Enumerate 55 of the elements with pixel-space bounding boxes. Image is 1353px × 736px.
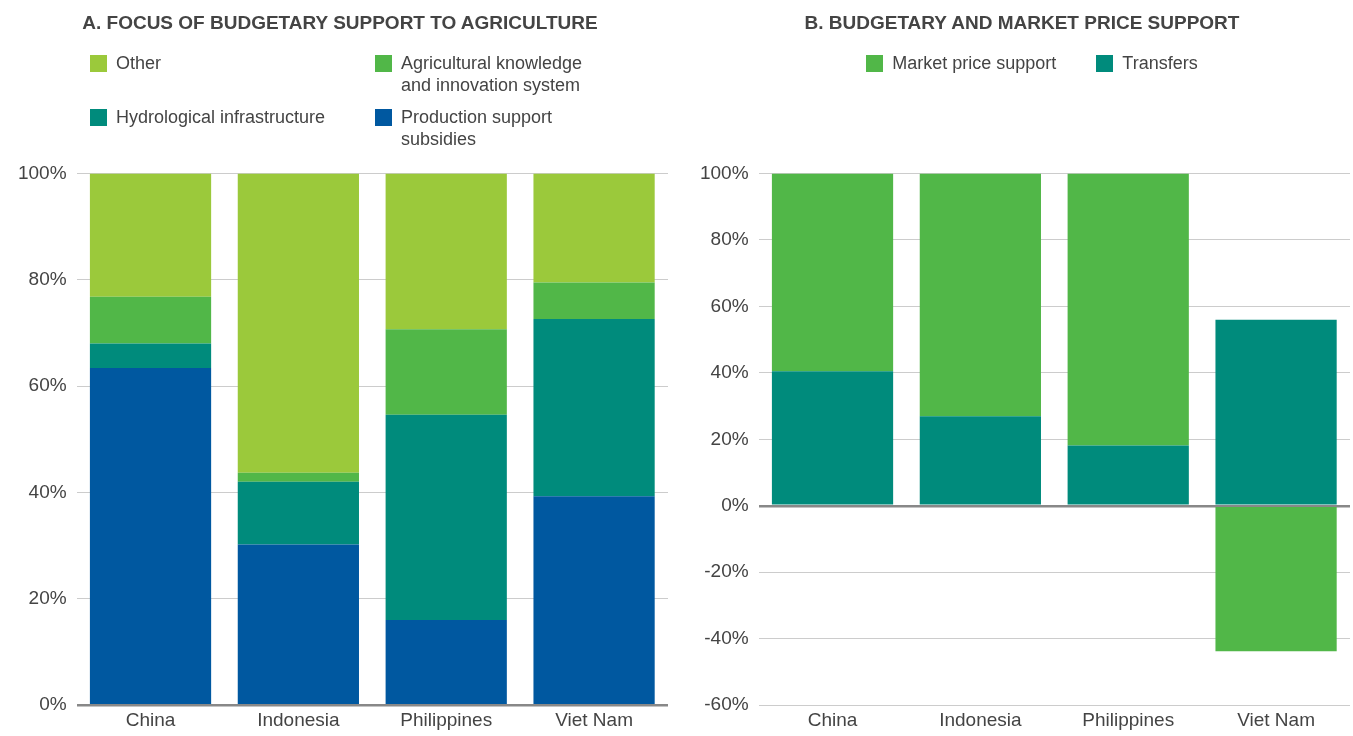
bar xyxy=(533,173,655,283)
legend-label: Other xyxy=(116,52,162,74)
legend-label: Transfers xyxy=(1122,52,1198,74)
bar xyxy=(1067,173,1189,446)
y-tick-label: 20% xyxy=(710,427,749,449)
legend-label: Market price support xyxy=(892,52,1057,74)
bar xyxy=(1067,445,1189,505)
bar xyxy=(89,368,212,704)
y-tick-label: 100% xyxy=(699,161,749,183)
y-tick-label: 20% xyxy=(28,587,67,609)
bar xyxy=(237,481,359,545)
legend-label: Agricultural knowledge and innovation system xyxy=(401,52,584,96)
y-tick-label: 60% xyxy=(28,374,67,396)
y-tick-label: 40% xyxy=(710,361,749,383)
legend-label: Hydrological infrastructure xyxy=(116,106,326,128)
bar xyxy=(771,371,894,505)
bar xyxy=(771,173,894,372)
bar xyxy=(237,173,359,473)
chart-title: B. BUDGETARY AND MARKET PRICE SUPPORT xyxy=(803,11,1241,35)
x-tick-label: Philippines xyxy=(400,708,493,730)
x-tick-label: China xyxy=(807,708,858,730)
y-tick-label: -40% xyxy=(704,626,749,648)
bar xyxy=(1215,507,1337,652)
bar xyxy=(385,173,507,330)
bar xyxy=(89,343,212,369)
bar xyxy=(237,472,359,482)
x-tick-label: Philippines xyxy=(1082,708,1175,730)
y-tick-label: 80% xyxy=(28,267,67,289)
x-tick-label: Indonesia xyxy=(939,708,1022,730)
y-tick-label: 40% xyxy=(28,480,67,502)
bar xyxy=(89,173,212,297)
x-tick-label: China xyxy=(125,708,176,730)
legend-label: Production support subsidies xyxy=(401,106,554,150)
y-tick-label: 100% xyxy=(17,161,67,183)
bar xyxy=(385,329,507,415)
y-tick-label: 0% xyxy=(721,494,749,516)
bar xyxy=(385,414,507,621)
bar xyxy=(919,416,1041,505)
bar xyxy=(1215,319,1337,505)
x-tick-label: Indonesia xyxy=(257,708,340,730)
bar xyxy=(385,620,507,704)
bar xyxy=(919,173,1041,417)
y-tick-label: -20% xyxy=(704,560,749,582)
bar xyxy=(533,282,655,320)
x-tick-label: Viet Nam xyxy=(1237,708,1315,730)
y-tick-label: 80% xyxy=(710,228,749,250)
x-tick-label: Viet Nam xyxy=(555,708,633,730)
bar xyxy=(89,296,212,344)
y-tick-label: 0% xyxy=(39,693,67,715)
bar xyxy=(237,544,359,704)
bar xyxy=(533,319,655,497)
bar xyxy=(533,496,655,704)
y-tick-label: -60% xyxy=(704,693,749,715)
chart-title: A. FOCUS OF BUDGETARY SUPPORT TO AGRICULTURE xyxy=(81,11,599,35)
y-tick-label: 60% xyxy=(710,294,749,316)
